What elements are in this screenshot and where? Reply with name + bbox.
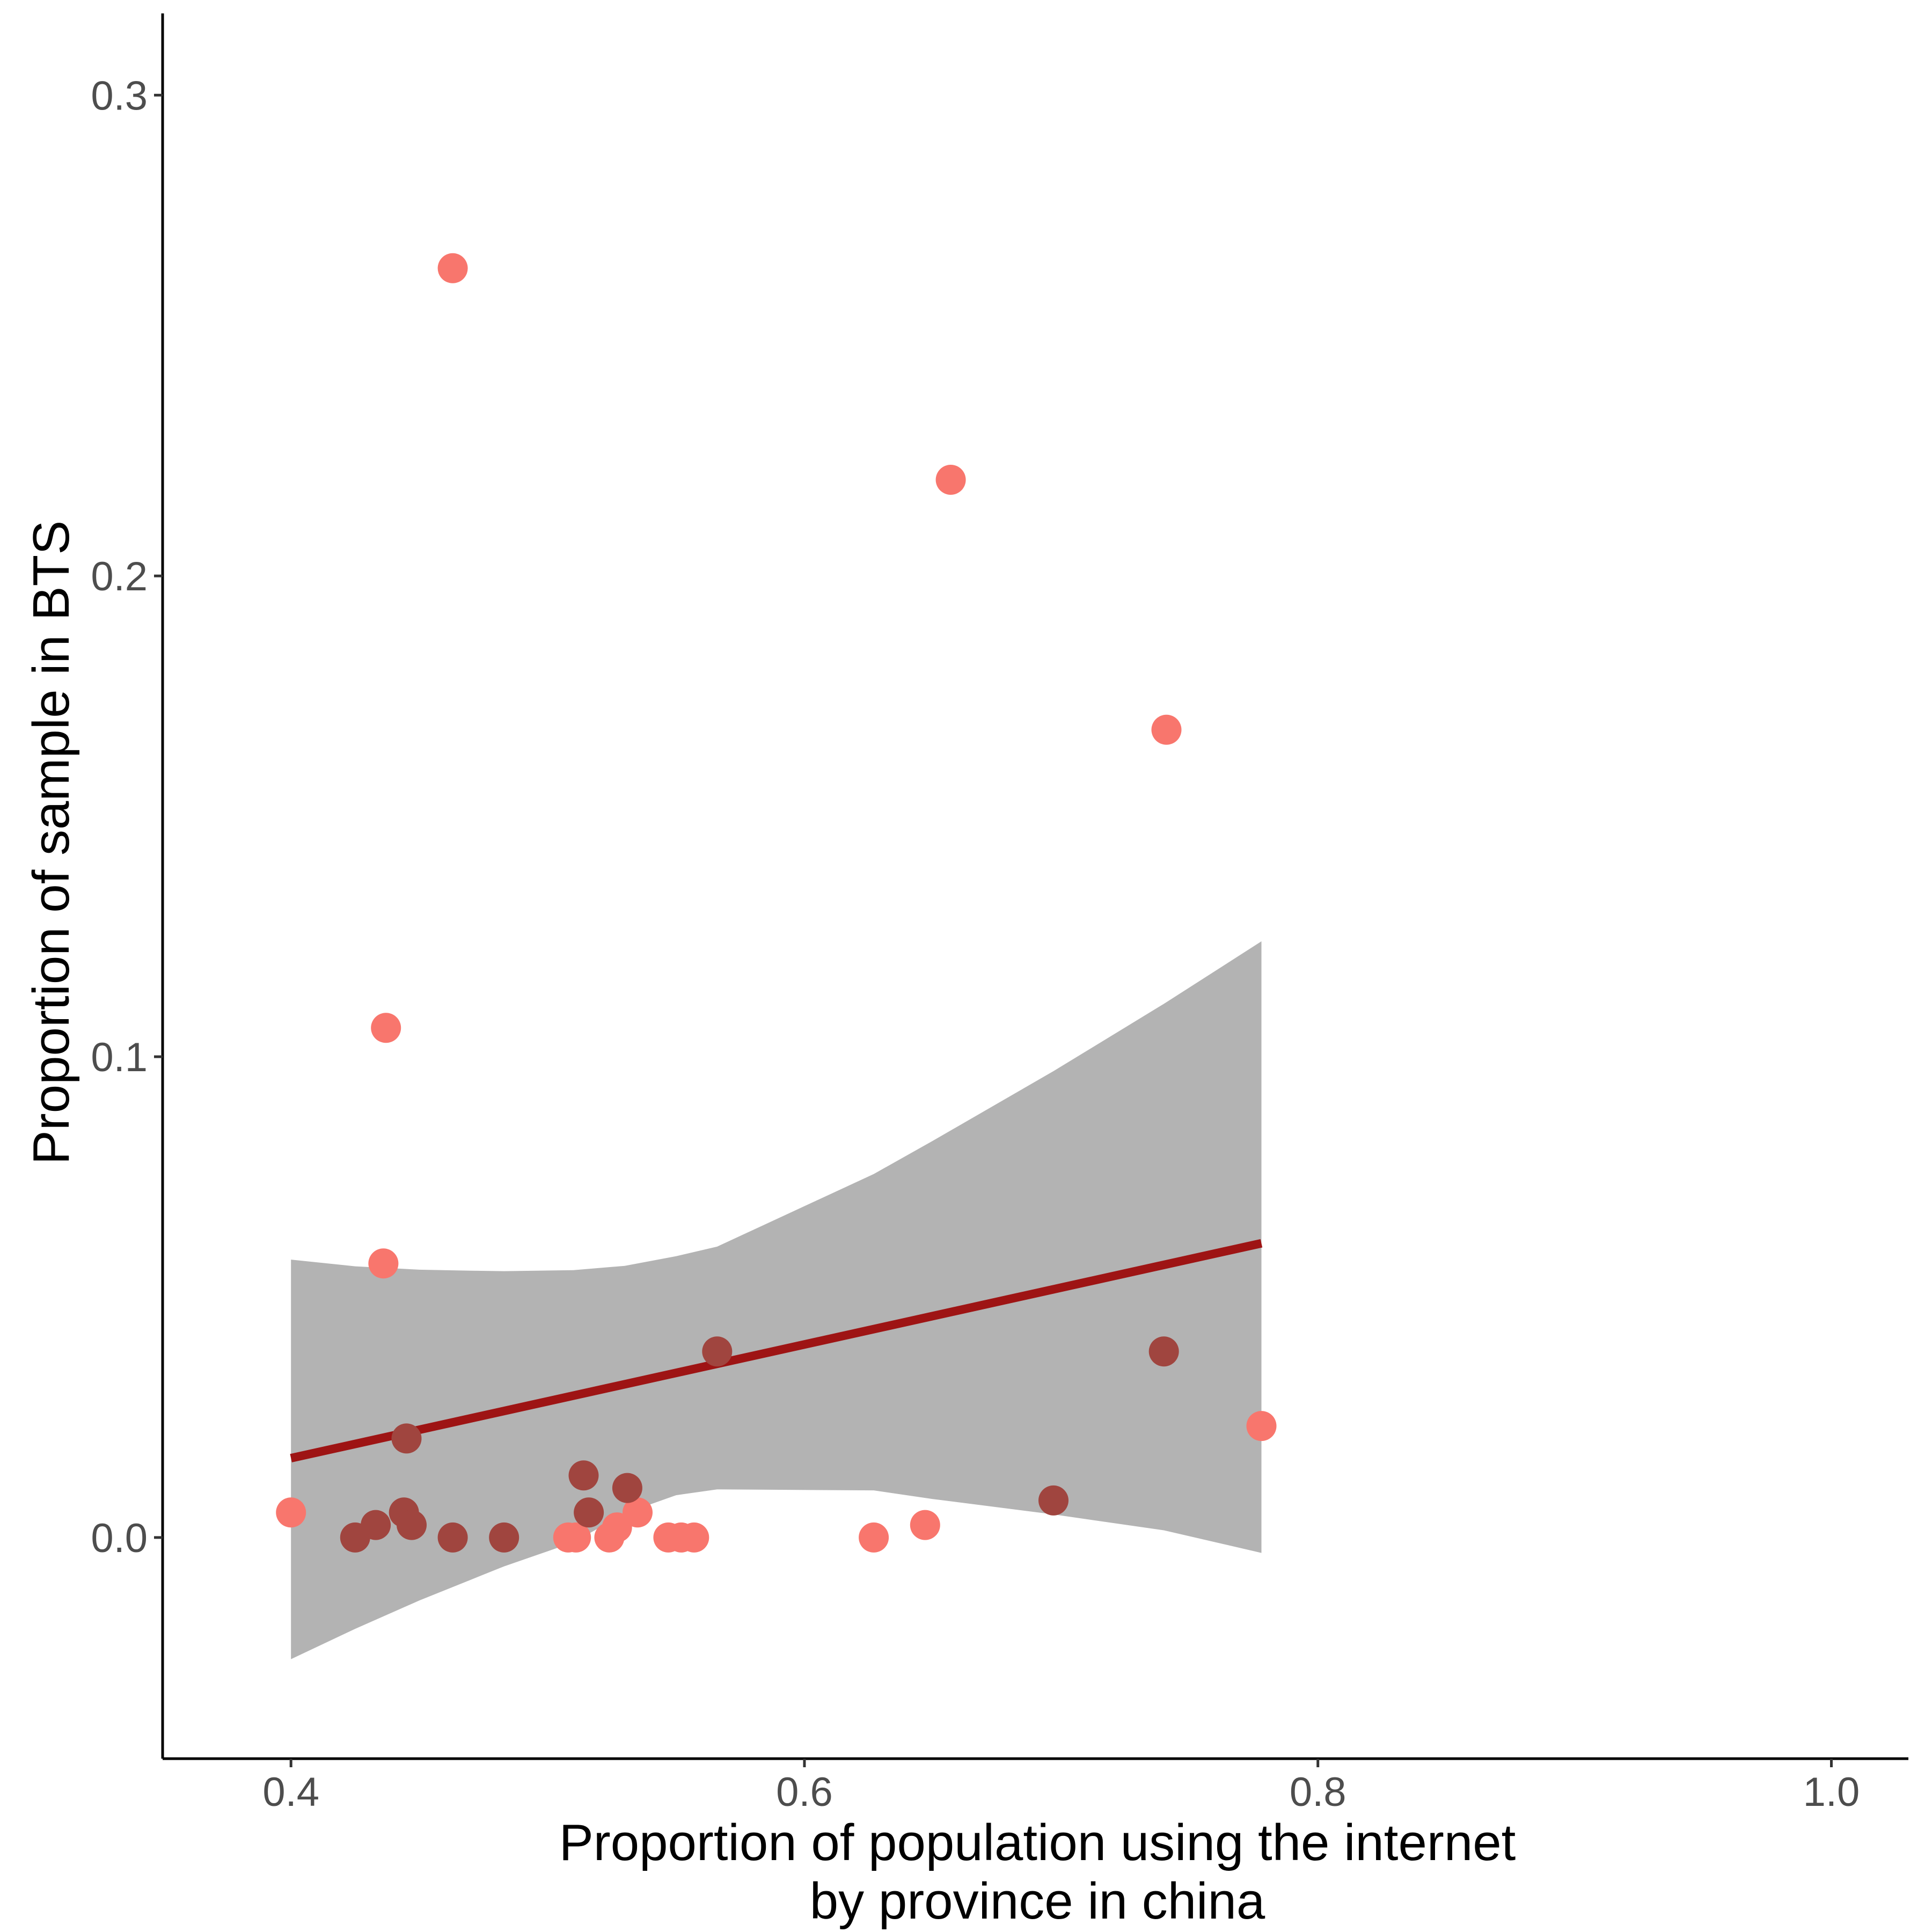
data-point-dark-6 [437, 1522, 468, 1553]
x-axis-title-line-2: by province in china [810, 1872, 1265, 1930]
data-point-dark-5 [391, 1423, 422, 1454]
data-point-light-13 [859, 1522, 889, 1553]
data-point-dark-4 [397, 1510, 427, 1540]
data-point-dark-11 [702, 1336, 733, 1367]
data-point-dark-12 [1038, 1485, 1069, 1516]
x-axis-title-line-1: Proportion of population using the inter… [559, 1814, 1516, 1871]
data-point-light-3 [371, 1013, 401, 1043]
x-tick-label: 0.8 [1290, 1769, 1346, 1815]
y-tick-label: 0.3 [91, 73, 148, 119]
data-point-light-2 [437, 253, 468, 283]
data-point-dark-8 [568, 1460, 599, 1491]
data-point-light-12 [679, 1522, 709, 1553]
data-point-dark-7 [489, 1522, 519, 1553]
y-tick-label: 0.1 [91, 1035, 148, 1080]
data-point-light-15 [935, 465, 966, 495]
data-point-dark-2 [361, 1510, 391, 1540]
data-point-light-14 [910, 1510, 940, 1540]
points-layer [276, 253, 1277, 1553]
data-point-light-1 [276, 1497, 306, 1528]
y-tick-label: 0.0 [91, 1516, 148, 1561]
confidence-band [291, 941, 1262, 1659]
y-tick-label: 0.2 [91, 554, 148, 599]
regression-line [290, 1239, 1263, 1462]
fit-line-layer [290, 1239, 1263, 1462]
x-tick-label: 0.4 [262, 1769, 319, 1815]
confidence-band-layer [291, 941, 1262, 1659]
data-point-light-17 [1246, 1411, 1277, 1441]
data-point-dark-10 [612, 1473, 642, 1503]
x-tick-label: 0.6 [776, 1769, 833, 1815]
data-point-dark-13 [1148, 1336, 1179, 1367]
data-point-light-9 [623, 1497, 653, 1528]
data-point-dark-9 [574, 1497, 604, 1528]
y-axis-title: Proportion of sample in BTS [23, 521, 80, 1165]
axes-layer [161, 13, 1908, 1760]
data-point-light-6 [561, 1522, 591, 1553]
data-point-light-4 [368, 1248, 399, 1279]
x-tick-label: 1.0 [1803, 1769, 1860, 1815]
data-point-light-16 [1151, 714, 1182, 745]
ticks-layer: 0.4 0.6 0.8 1.0 0.0 0.1 0.2 0.3 [91, 73, 1860, 1815]
